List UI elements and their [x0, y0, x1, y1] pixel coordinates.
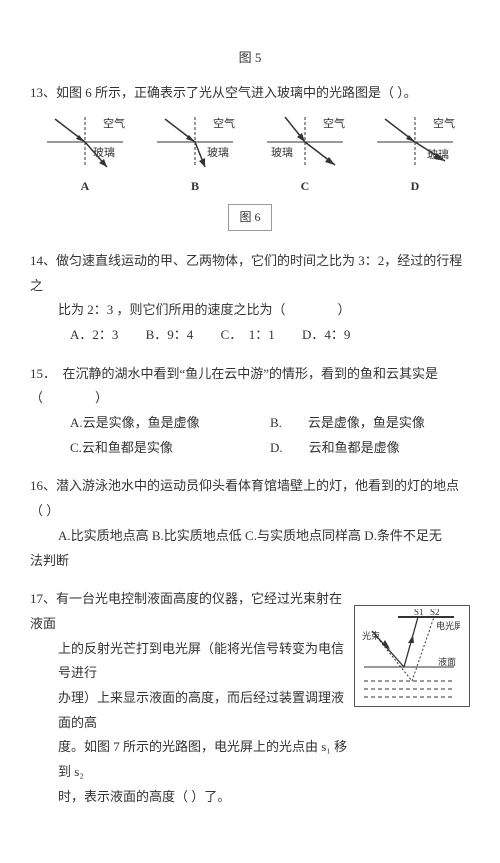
svg-text:S2: S2 [430, 609, 440, 617]
label-c: C [259, 175, 351, 198]
diagram-c: 空气 玻璃 C [259, 111, 351, 198]
question-16: 16、潜入游泳池水中的运动员仰头看体育馆墙壁上的灯，他看到的灯的地点（ ） A.… [30, 474, 470, 573]
svg-text:空气: 空气 [323, 116, 345, 130]
q14-options: A．2：3 B．9：4 C． 1：1 D．4：9 [30, 323, 470, 348]
q17-l3: 办理）上来显示液面的高度，而后经过装置调理液面的高 [30, 686, 350, 735]
svg-text:光束: 光束 [362, 630, 380, 641]
q14-opt-a: A．2：3 [70, 327, 118, 342]
q15-options: A.云是实像，鱼是虚像 B. 云是虚像，鱼是实像 C.云和鱼都是实像 D. 云和… [30, 411, 470, 460]
q15-opt-c: C.云和鱼都是实像 [70, 436, 270, 461]
q15-opt-d: D. 云和鱼都是虚像 [270, 436, 470, 461]
label-b: B [149, 175, 241, 198]
figure-7: S1 S2 电光屏 光束 液面 [354, 605, 470, 707]
q17-l2: 上的反射光芒打到电光屏（能将光信号转变为电信号进行 [30, 637, 350, 686]
svg-text:玻璃: 玻璃 [427, 147, 449, 161]
question-15: 15． 在沉静的湖水中看到“鱼儿在云中游”的情形，看到的鱼和云其实是（ ） A.… [30, 362, 470, 461]
label-d: D [369, 175, 461, 198]
q16-opts: A.比实质地点高 B.比实质地点低 C.与实质地点同样高 D.条件不足无 [30, 524, 470, 549]
q14-stem: 14、做匀速直线运动的甲、乙两物体，它们的时间之比为 3：2，经过的行程之 [30, 249, 470, 298]
question-17: 17、有一台光电控制液面高度的仪器，它经过光束射在液面 上的反射光芒打到电光屏（… [30, 587, 470, 809]
svg-text:空气: 空气 [103, 116, 125, 130]
q15-stem: 15． 在沉静的湖水中看到“鱼儿在云中游”的情形，看到的鱼和云其实是（ ） [30, 362, 470, 411]
diagram-d: 空气 玻璃 D [369, 111, 461, 198]
q17-l5: 时，表示液面的高度（ ）了。 [30, 785, 350, 810]
svg-text:电光屏: 电光屏 [436, 620, 460, 631]
q15-opt-b: B. 云是虚像，鱼是实像 [270, 411, 470, 436]
q14-stem2: 比为 2：3 ，则它们所用的速度之比为（ ） [30, 298, 470, 323]
fig5-caption: 图 5 [30, 46, 470, 71]
q14-opt-d: D．4：9 [302, 327, 350, 342]
svg-text:液面: 液面 [438, 656, 456, 667]
diagram-b: 空气 玻璃 B [149, 111, 241, 198]
label-a: A [39, 175, 131, 198]
q13-stem: 13、如图 6 所示，正确表示了光从空气进入玻璃中的光路图是（ ）。 [30, 81, 470, 106]
question-13: 13、如图 6 所示，正确表示了光从空气进入玻璃中的光路图是（ ）。 空气 玻璃… [30, 81, 470, 231]
svg-text:玻璃: 玻璃 [271, 145, 293, 159]
fig6-caption: 图 6 [228, 204, 271, 231]
figure-6: 空气 玻璃 A 空气 玻璃 B [30, 111, 470, 198]
question-14: 14、做匀速直线运动的甲、乙两物体，它们的时间之比为 3：2，经过的行程之 比为… [30, 249, 470, 348]
q14-opt-c: C． 1：1 [221, 327, 275, 342]
svg-text:玻璃: 玻璃 [207, 145, 229, 159]
svg-text:玻璃: 玻璃 [93, 145, 115, 159]
diagram-a: 空气 玻璃 A [39, 111, 131, 198]
q16-opts2: 法判断 [30, 549, 470, 574]
q14-opt-b: B．9：4 [146, 327, 194, 342]
q15-opt-a: A.云是实像，鱼是虚像 [70, 411, 270, 436]
svg-text:S1: S1 [414, 609, 424, 617]
q17-stem: 17、有一台光电控制液面高度的仪器，它经过光束射在液面 [30, 587, 350, 636]
q16-stem: 16、潜入游泳池水中的运动员仰头看体育馆墙壁上的灯，他看到的灯的地点（ ） [30, 474, 470, 523]
svg-text:空气: 空气 [433, 116, 455, 130]
svg-text:空气: 空气 [213, 116, 235, 130]
q17-l4: 度。如图 7 所示的光路图，电光屏上的光点由 s₁ 移到 s₂ [30, 735, 350, 784]
